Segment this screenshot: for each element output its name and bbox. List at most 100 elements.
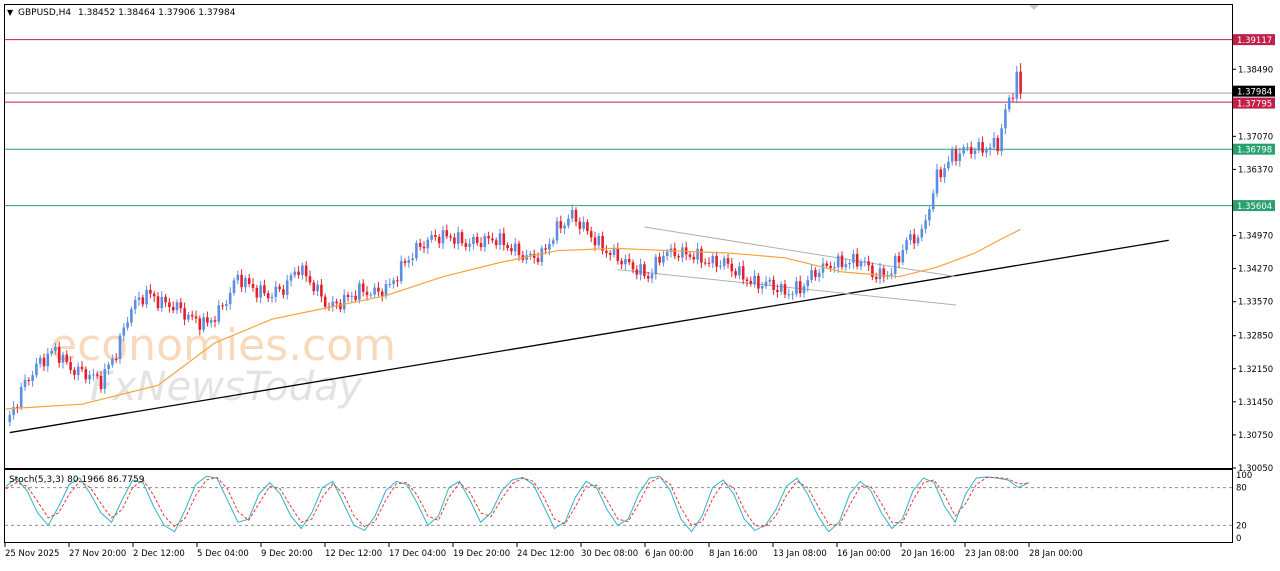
candle bbox=[1000, 124, 1003, 156]
candle-body bbox=[559, 221, 563, 229]
candle-body bbox=[506, 245, 509, 249]
candle-body bbox=[213, 320, 217, 322]
candle-body bbox=[943, 168, 946, 178]
candle bbox=[810, 264, 813, 283]
time-tick-label: 12 Dec 12:00 bbox=[325, 549, 382, 559]
price-tick-label: 1.37070 bbox=[1238, 132, 1273, 142]
candle bbox=[654, 253, 658, 280]
candle bbox=[635, 265, 639, 280]
candle bbox=[646, 271, 650, 283]
candle bbox=[814, 267, 817, 281]
candle bbox=[703, 258, 707, 266]
candle-body bbox=[696, 248, 699, 260]
ohlc-values: 1.38452 1.38464 1.37906 1.37984 bbox=[78, 8, 236, 18]
candle-body bbox=[814, 270, 817, 277]
candle-body bbox=[228, 292, 232, 305]
candle-body bbox=[354, 295, 357, 300]
candle-body bbox=[760, 286, 764, 289]
candle-body bbox=[76, 366, 80, 375]
menu-arrow-icon[interactable]: ▼ bbox=[7, 8, 14, 17]
candle-body bbox=[707, 262, 711, 264]
candle bbox=[426, 236, 430, 255]
time-tick-label: 30 Dec 08:00 bbox=[581, 549, 638, 559]
candle bbox=[221, 302, 224, 310]
candle-body bbox=[650, 274, 654, 279]
candle bbox=[270, 292, 274, 303]
candle bbox=[920, 224, 924, 242]
candle-body bbox=[909, 234, 912, 241]
scroll-marker-icon[interactable] bbox=[1029, 5, 1039, 10]
candle-body bbox=[247, 278, 251, 284]
candle bbox=[50, 348, 53, 357]
candle-body bbox=[441, 230, 445, 244]
price-tick-label: 1.33570 bbox=[1238, 298, 1273, 308]
candle-body bbox=[114, 358, 118, 360]
candle-body bbox=[236, 274, 240, 281]
candle bbox=[950, 146, 954, 166]
candle bbox=[244, 275, 247, 293]
candle bbox=[289, 272, 293, 287]
candle bbox=[31, 370, 34, 387]
candle bbox=[259, 281, 262, 304]
candle bbox=[969, 141, 973, 159]
candle bbox=[551, 237, 555, 247]
candle-body bbox=[912, 234, 916, 244]
candle-body bbox=[107, 364, 110, 370]
candle-body bbox=[133, 300, 137, 310]
candle bbox=[441, 225, 445, 249]
candle-body bbox=[297, 271, 300, 275]
candle bbox=[399, 255, 403, 285]
candle bbox=[711, 253, 715, 268]
candle bbox=[916, 234, 920, 247]
candle-body bbox=[156, 296, 160, 309]
candle-body bbox=[168, 302, 171, 307]
candle-body bbox=[643, 264, 646, 277]
candle-body bbox=[38, 357, 42, 364]
candle bbox=[677, 253, 680, 262]
candle-body bbox=[399, 261, 403, 282]
channel-lower-line bbox=[617, 269, 957, 306]
candle bbox=[825, 260, 829, 269]
candle-body bbox=[487, 235, 490, 239]
candle bbox=[247, 273, 251, 287]
candle-body bbox=[624, 259, 627, 265]
candle bbox=[380, 288, 384, 302]
time-tick-label: 13 Jan 08:00 bbox=[773, 549, 827, 559]
candle-body bbox=[437, 236, 441, 244]
candle bbox=[555, 217, 559, 245]
candle bbox=[19, 382, 23, 411]
candle bbox=[133, 295, 137, 314]
candle bbox=[27, 377, 31, 386]
candle bbox=[586, 219, 589, 235]
candle bbox=[141, 294, 145, 308]
candle-body bbox=[745, 279, 749, 281]
candle-body bbox=[316, 284, 319, 292]
candle-body bbox=[312, 282, 316, 292]
candle-body bbox=[589, 231, 593, 238]
candle-body bbox=[563, 225, 566, 229]
candle-body bbox=[308, 276, 312, 283]
candle-body bbox=[890, 273, 893, 276]
candle bbox=[84, 366, 88, 384]
candle-body bbox=[662, 255, 665, 263]
candle-body bbox=[570, 210, 574, 219]
candle-body bbox=[548, 243, 551, 250]
time-tick-label: 23 Jan 08:00 bbox=[965, 549, 1019, 559]
candle-body bbox=[996, 137, 1000, 152]
candle-body bbox=[244, 278, 247, 288]
candle bbox=[855, 248, 859, 270]
candle bbox=[297, 265, 300, 279]
candle bbox=[392, 277, 395, 289]
candle-body bbox=[551, 240, 555, 244]
time-tick-label: 27 Nov 20:00 bbox=[69, 549, 126, 559]
candle bbox=[422, 241, 426, 254]
time-tick-label: 28 Jan 00:00 bbox=[1029, 549, 1083, 559]
price-labels: 1.39117 1.37984 1.37795 1.36798 1.35604 bbox=[1233, 34, 1275, 212]
candle bbox=[331, 295, 335, 312]
candle bbox=[114, 353, 118, 363]
candle-body bbox=[852, 253, 855, 264]
candle bbox=[836, 252, 840, 273]
candle-body bbox=[605, 250, 608, 253]
candle-body bbox=[578, 221, 582, 229]
candle bbox=[320, 279, 323, 303]
